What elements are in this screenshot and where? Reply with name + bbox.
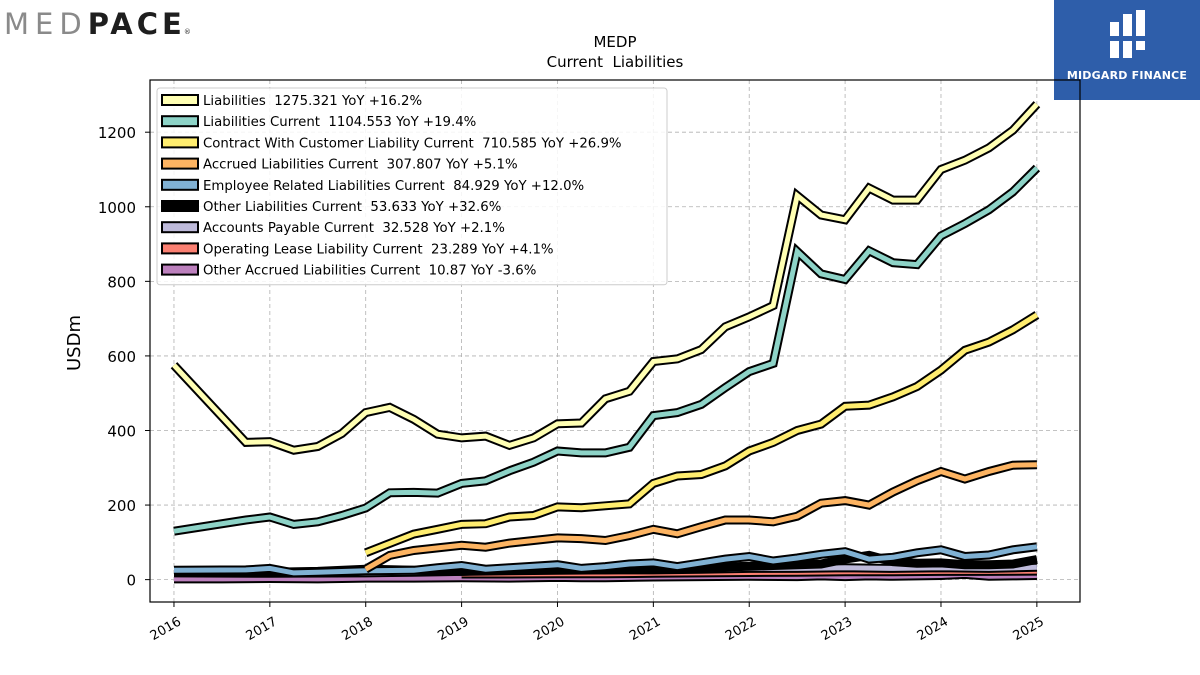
legend-swatch: [161, 94, 199, 106]
legend-swatch: [161, 136, 199, 149]
x-tick-label: 2016: [148, 614, 184, 644]
series-stroke: [172, 102, 1039, 453]
chart-subtitle: Current Liabilities: [547, 53, 684, 71]
y-tick-label: 1200: [98, 124, 136, 142]
y-tick-label: 1000: [98, 199, 136, 217]
legend-label: Liabilities 1275.321 YoY +16.2%: [203, 94, 422, 109]
x-tick-label: 2025: [1011, 614, 1047, 644]
legend-label: Other Accrued Liabilities Current 10.87 …: [203, 264, 536, 279]
series-stroke: [364, 462, 1037, 572]
series-stroke: [364, 312, 1039, 556]
series-line-2: [364, 311, 1040, 557]
logo-text-light: MED: [4, 7, 88, 41]
legend-swatch: [161, 263, 199, 276]
midgard-brand-text: MIDGARD FINANCE: [1066, 69, 1188, 82]
y-tick-label: 200: [107, 497, 136, 515]
y-tick-label: 0: [126, 572, 136, 590]
midgard-finance-logo: MIDGARD FINANCE: [1054, 0, 1200, 100]
x-tick-label: 2017: [244, 614, 280, 644]
legend-swatch: [161, 178, 199, 191]
legend: Liabilities 1275.321 YoY +16.2% Liabiliti…: [156, 87, 668, 286]
series-stroke: [173, 166, 1039, 534]
legend-label: Accounts Payable Current 32.528 YoY +2.1…: [203, 221, 505, 236]
legend-swatch: [161, 242, 199, 255]
series-line-1: [173, 164, 1041, 536]
legend-label: Accrued Liabilities Current 307.807 YoY …: [203, 158, 518, 173]
legend-label: Operating Lease Liability Current 23.289…: [203, 242, 554, 257]
y-tick-label: 400: [107, 422, 136, 440]
legend-swatch: [161, 200, 199, 212]
x-tick-label: 2022: [723, 614, 759, 644]
x-tick-label: 2024: [915, 614, 951, 644]
x-tick-label: 2023: [819, 614, 855, 644]
midgard-emblem-icon: [1110, 10, 1145, 58]
legend-swatch: [161, 157, 199, 170]
x-tick-label: 2021: [627, 614, 663, 644]
series-line-3: [363, 460, 1037, 574]
series-stroke: [173, 544, 1038, 576]
series-layer: [170, 101, 1041, 584]
y-tick-label: 800: [107, 273, 136, 291]
x-tick-label: 2019: [435, 614, 471, 644]
series-line-0: [170, 101, 1041, 455]
legend-label: Employee Related Liabilities Current 84.…: [203, 179, 584, 194]
logo-text-dark: PACE: [87, 7, 186, 41]
medpace-logo: MED PACE ®: [4, 4, 191, 44]
plot-frame: [149, 79, 1081, 603]
chart-title: MEDP: [593, 33, 636, 51]
y-tick-label: 600: [107, 348, 136, 366]
legend-label: Contract With Customer Liability Current…: [203, 136, 622, 151]
x-tick-label: 2018: [340, 614, 376, 644]
logo-registered-mark: ®: [183, 28, 191, 36]
series-line-4: [173, 542, 1038, 578]
y-axis-label: USDm: [64, 315, 85, 371]
legend-swatch: [161, 115, 199, 128]
legend-swatch: [161, 221, 199, 234]
legend-label: Other Liabilities Current 53.633 YoY +32…: [203, 200, 501, 215]
x-tick-label: 2020: [531, 614, 567, 644]
legend-label: Liabilities Current 1104.553 YoY +19.4%: [203, 115, 476, 130]
legend-box: [156, 87, 668, 286]
